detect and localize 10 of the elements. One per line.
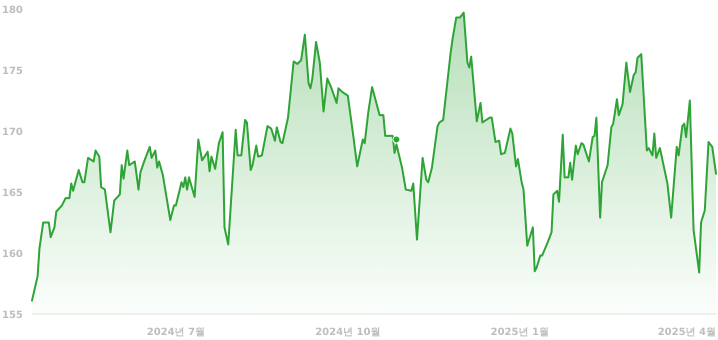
y-tick-label: 170 bbox=[2, 127, 23, 138]
y-tick-label: 155 bbox=[2, 310, 23, 321]
x-tick-label: 2025년 1월 bbox=[490, 327, 549, 338]
y-tick-label: 165 bbox=[2, 188, 23, 199]
x-tick-label: 2024년 10월 bbox=[315, 327, 380, 338]
y-tick-label: 160 bbox=[2, 249, 23, 260]
x-tick-label: 2025년 4월 bbox=[658, 327, 716, 338]
y-tick-label: 175 bbox=[2, 66, 23, 77]
x-tick-label: 2024년 7월 bbox=[146, 327, 206, 338]
y-tick-label: 180 bbox=[2, 5, 23, 16]
